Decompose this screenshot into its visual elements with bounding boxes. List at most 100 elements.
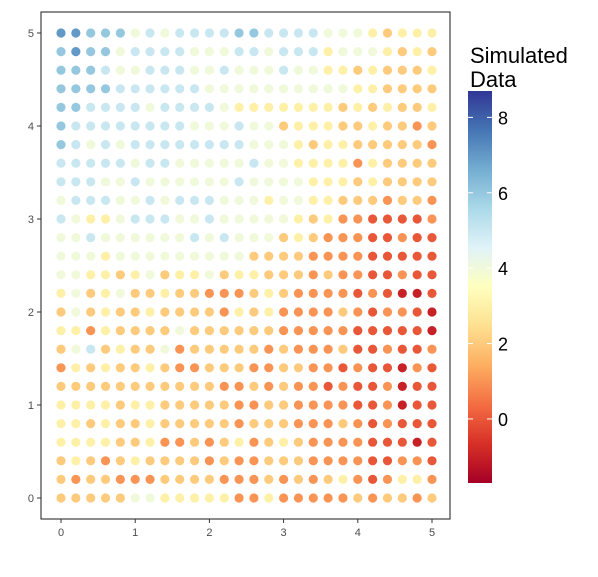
data-point	[427, 493, 437, 503]
data-point	[145, 158, 155, 168]
data-point	[353, 307, 363, 317]
data-point	[86, 47, 96, 57]
data-point	[338, 195, 348, 205]
data-point	[56, 158, 66, 168]
data-point	[353, 326, 363, 336]
data-point	[234, 47, 244, 57]
data-point	[338, 288, 348, 298]
data-point	[56, 65, 66, 75]
data-point	[71, 400, 81, 410]
data-point	[115, 28, 125, 38]
data-point	[145, 28, 155, 38]
data-point	[397, 307, 407, 317]
data-point	[145, 65, 155, 75]
data-point	[323, 307, 333, 317]
data-point	[338, 381, 348, 391]
data-point	[160, 177, 170, 187]
data-point	[279, 381, 289, 391]
data-point	[130, 177, 140, 187]
data-point	[175, 158, 185, 168]
data-point	[412, 400, 422, 410]
data-point	[338, 140, 348, 150]
data-point	[323, 233, 333, 243]
data-point	[323, 102, 333, 112]
data-point	[382, 270, 393, 280]
data-point	[115, 251, 125, 261]
data-point	[279, 270, 289, 280]
data-point	[204, 400, 214, 410]
data-point	[323, 270, 333, 280]
data-point	[219, 400, 229, 410]
data-point	[115, 493, 125, 503]
data-point	[412, 195, 422, 205]
data-point	[382, 121, 393, 131]
data-point	[189, 493, 200, 503]
data-point	[323, 177, 333, 187]
data-point	[160, 474, 170, 484]
data-point	[264, 251, 274, 261]
data-point	[160, 456, 170, 466]
data-point	[382, 326, 393, 336]
data-point	[279, 493, 289, 503]
data-point	[412, 474, 422, 484]
data-point	[86, 233, 96, 243]
data-point	[293, 344, 304, 354]
data-point	[427, 177, 437, 187]
data-point	[71, 456, 81, 466]
data-point	[323, 326, 333, 336]
data-point	[412, 270, 422, 280]
data-point	[427, 140, 437, 150]
data-point	[249, 47, 259, 57]
data-point	[100, 270, 111, 280]
data-point	[189, 233, 200, 243]
data-point	[249, 102, 259, 112]
data-point	[204, 493, 214, 503]
data-point	[249, 400, 259, 410]
data-point	[204, 158, 214, 168]
data-point	[71, 363, 81, 373]
data-point	[86, 251, 96, 261]
data-point	[145, 326, 155, 336]
data-point	[279, 195, 289, 205]
data-point	[397, 493, 407, 503]
data-point	[86, 493, 96, 503]
data-point	[56, 214, 66, 224]
data-point	[397, 326, 407, 336]
data-point	[219, 493, 229, 503]
data-point	[175, 456, 185, 466]
data-point	[264, 363, 274, 373]
data-point	[219, 28, 229, 38]
data-point	[323, 158, 333, 168]
colorbar-ticks: 0 2 4 6 8	[468, 108, 508, 430]
data-point	[100, 65, 111, 75]
data-point	[368, 419, 378, 429]
x-tick-label: 4	[355, 527, 361, 539]
data-point	[293, 177, 304, 187]
data-point	[308, 363, 318, 373]
data-point	[338, 102, 348, 112]
data-point	[160, 47, 170, 57]
data-point	[100, 214, 111, 224]
data-point	[412, 437, 422, 447]
data-point	[234, 177, 244, 187]
data-point	[71, 177, 81, 187]
data-point	[264, 493, 274, 503]
data-point	[397, 363, 407, 373]
data-point	[71, 28, 81, 38]
data-point	[115, 65, 125, 75]
data-point	[382, 307, 393, 317]
data-point	[145, 493, 155, 503]
data-point	[368, 288, 378, 298]
data-point	[279, 326, 289, 336]
data-point	[71, 195, 81, 205]
data-point	[234, 121, 244, 131]
data-point	[293, 102, 304, 112]
data-point	[56, 233, 66, 243]
data-point	[160, 363, 170, 373]
data-point	[338, 65, 348, 75]
data-point	[71, 158, 81, 168]
data-point	[397, 158, 407, 168]
data-point	[130, 84, 140, 94]
data-point	[368, 251, 378, 261]
data-point	[308, 307, 318, 317]
